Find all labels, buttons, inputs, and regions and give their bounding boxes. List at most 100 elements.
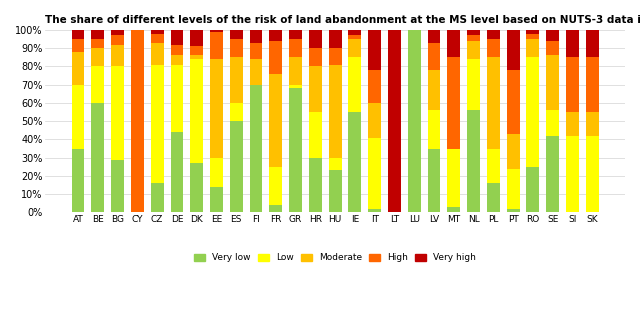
Bar — [190, 30, 203, 47]
Bar — [507, 134, 520, 169]
Bar — [467, 110, 480, 213]
Bar — [487, 183, 500, 213]
Bar — [72, 39, 84, 52]
Bar — [111, 160, 124, 213]
Bar — [467, 59, 480, 110]
Bar — [111, 45, 124, 67]
Bar — [388, 30, 401, 213]
Bar — [547, 41, 559, 56]
Bar — [151, 30, 164, 34]
Bar — [230, 57, 243, 103]
Bar — [269, 167, 282, 205]
Bar — [428, 70, 440, 110]
Bar — [190, 56, 203, 59]
Bar — [111, 30, 124, 36]
Bar — [566, 112, 579, 136]
Bar — [269, 41, 282, 74]
Bar — [269, 205, 282, 213]
Bar — [151, 34, 164, 43]
Bar — [131, 30, 144, 213]
Bar — [566, 136, 579, 213]
Bar — [250, 30, 262, 43]
Bar — [368, 209, 381, 213]
Bar — [170, 132, 184, 213]
Bar — [586, 112, 598, 136]
Bar — [151, 183, 164, 213]
Bar — [170, 65, 184, 132]
Bar — [289, 39, 302, 57]
Bar — [329, 65, 342, 158]
Bar — [547, 30, 559, 41]
Bar — [467, 30, 480, 36]
Bar — [329, 158, 342, 171]
Bar — [586, 57, 598, 112]
Bar — [230, 103, 243, 121]
Bar — [467, 36, 480, 41]
Bar — [289, 85, 302, 89]
Bar — [230, 39, 243, 57]
Bar — [566, 30, 579, 57]
Bar — [250, 59, 262, 85]
Bar — [428, 43, 440, 70]
Bar — [72, 149, 84, 213]
Bar — [487, 30, 500, 39]
Bar — [309, 112, 322, 158]
Bar — [230, 30, 243, 39]
Bar — [250, 85, 262, 213]
Bar — [428, 110, 440, 149]
Bar — [349, 57, 362, 112]
Bar — [368, 30, 381, 70]
Bar — [289, 89, 302, 213]
Bar — [487, 57, 500, 149]
Bar — [269, 74, 282, 167]
Bar — [487, 39, 500, 57]
Bar — [111, 36, 124, 45]
Bar — [190, 163, 203, 213]
Bar — [447, 30, 460, 57]
Bar — [527, 167, 540, 213]
Bar — [547, 110, 559, 136]
Bar — [309, 30, 322, 48]
Bar — [190, 59, 203, 163]
Bar — [92, 103, 104, 213]
Bar — [250, 43, 262, 59]
Bar — [269, 30, 282, 41]
Bar — [210, 32, 223, 59]
Bar — [190, 47, 203, 56]
Bar — [527, 57, 540, 167]
Bar — [447, 149, 460, 207]
Bar — [72, 85, 84, 149]
Bar — [151, 65, 164, 183]
Bar — [428, 30, 440, 43]
Bar — [210, 59, 223, 158]
Bar — [349, 112, 362, 213]
Bar — [586, 136, 598, 213]
Bar — [72, 52, 84, 85]
Bar — [210, 158, 223, 187]
Bar — [210, 30, 223, 32]
Bar — [566, 57, 579, 112]
Bar — [349, 36, 362, 39]
Bar — [527, 39, 540, 57]
Bar — [289, 57, 302, 85]
Bar — [428, 149, 440, 213]
Bar — [507, 169, 520, 209]
Bar — [309, 158, 322, 213]
Bar — [507, 30, 520, 70]
Bar — [309, 67, 322, 112]
Bar — [408, 30, 420, 213]
Bar — [92, 39, 104, 48]
Bar — [507, 70, 520, 134]
Bar — [329, 171, 342, 213]
Bar — [447, 57, 460, 149]
Bar — [230, 121, 243, 213]
Bar — [329, 48, 342, 65]
Bar — [92, 67, 104, 103]
Bar — [151, 43, 164, 65]
Bar — [72, 30, 84, 39]
Bar — [170, 56, 184, 65]
Text: The share of different levels of the risk of land abandonment at the MS level ba: The share of different levels of the ris… — [45, 15, 640, 25]
Bar — [289, 30, 302, 39]
Bar — [447, 207, 460, 213]
Bar — [349, 30, 362, 36]
